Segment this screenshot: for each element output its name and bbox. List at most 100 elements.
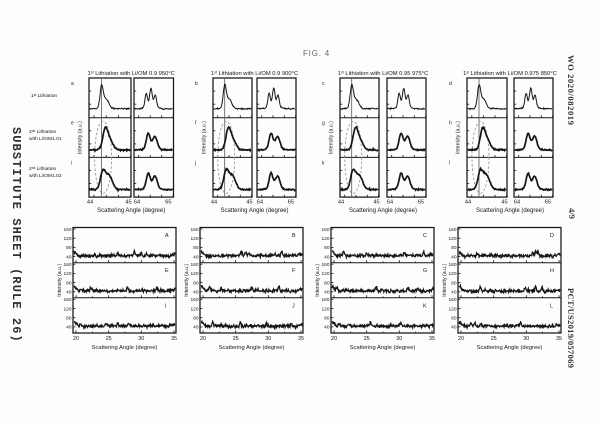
- svg-text:65: 65: [165, 200, 171, 206]
- svg-text:44: 44: [338, 200, 344, 206]
- svg-text:80: 80: [451, 316, 457, 322]
- svg-text:30: 30: [523, 336, 529, 342]
- svg-text:Intensity (a.u.): Intensity (a.u.): [329, 121, 335, 154]
- svg-text:1st Lithiation: 1st Lithiation: [31, 93, 57, 99]
- svg-text:g: g: [322, 121, 325, 127]
- svg-text:Scattering Angle (degree): Scattering Angle (degree): [477, 345, 543, 351]
- svg-text:i: i: [71, 160, 72, 166]
- svg-text:Intensity (a.u.): Intensity (a.u.): [78, 121, 84, 154]
- svg-text:40: 40: [324, 254, 330, 260]
- svg-text:120: 120: [63, 306, 71, 312]
- svg-text:K: K: [423, 303, 427, 309]
- svg-text:Scattering Angle (degree): Scattering Angle (degree): [97, 208, 165, 214]
- svg-text:44: 44: [211, 200, 217, 206]
- svg-text:D: D: [550, 233, 554, 239]
- svg-text:1st Lithiation with Li/OM 0.9: 1st Lithiation with Li/OM 0.9 900°C: [211, 71, 298, 78]
- svg-text:L: L: [550, 303, 553, 309]
- svg-text:35: 35: [556, 336, 562, 342]
- svg-text:44: 44: [465, 200, 471, 206]
- svg-text:120: 120: [448, 306, 456, 312]
- svg-text:20: 20: [458, 336, 464, 342]
- svg-text:80: 80: [324, 280, 330, 286]
- svg-text:Scattering Angle (degree): Scattering Angle (degree): [349, 208, 417, 214]
- svg-text:120: 120: [190, 236, 198, 242]
- svg-text:65: 65: [418, 200, 424, 206]
- svg-text:a: a: [71, 81, 74, 87]
- svg-text:120: 120: [190, 271, 198, 277]
- svg-text:2nd Lithiation: 2nd Lithiation: [29, 129, 56, 135]
- svg-text:1st Lithiation with Li/OM 0.97: 1st Lithiation with Li/OM 0.975 850°C: [463, 71, 557, 78]
- svg-text:80: 80: [324, 316, 330, 322]
- svg-text:64: 64: [387, 200, 393, 206]
- svg-text:45: 45: [501, 200, 507, 206]
- svg-text:80: 80: [66, 316, 72, 322]
- svg-text:Scattering Angle (degree): Scattering Angle (degree): [350, 345, 416, 351]
- svg-text:160: 160: [448, 297, 456, 303]
- svg-text:160: 160: [190, 227, 198, 233]
- svg-text:40: 40: [451, 325, 457, 331]
- svg-text:40: 40: [324, 325, 330, 331]
- svg-text:2nd Lithiation: 2nd Lithiation: [29, 166, 56, 172]
- svg-text:44: 44: [87, 200, 93, 206]
- svg-text:40: 40: [66, 254, 72, 260]
- svg-text:I: I: [165, 303, 167, 309]
- svg-text:160: 160: [448, 262, 456, 268]
- svg-text:E: E: [165, 268, 169, 274]
- svg-text:j: j: [194, 160, 196, 166]
- svg-text:F: F: [292, 268, 296, 274]
- svg-text:160: 160: [321, 297, 329, 303]
- svg-text:120: 120: [190, 306, 198, 312]
- svg-text:35: 35: [298, 336, 304, 342]
- svg-text:120: 120: [63, 271, 71, 277]
- svg-text:80: 80: [66, 245, 72, 251]
- svg-text:80: 80: [451, 245, 457, 251]
- svg-text:with Li/OM1.02: with Li/OM1.02: [29, 173, 62, 179]
- svg-text:45: 45: [246, 200, 252, 206]
- svg-text:40: 40: [324, 290, 330, 296]
- svg-text:40: 40: [193, 290, 199, 296]
- svg-text:20: 20: [200, 336, 206, 342]
- svg-text:f: f: [195, 121, 197, 127]
- svg-text:80: 80: [451, 280, 457, 286]
- svg-text:C: C: [423, 233, 427, 239]
- svg-text:25: 25: [364, 336, 370, 342]
- svg-text:Scattering Angle (degree): Scattering Angle (degree): [220, 208, 288, 214]
- svg-text:45: 45: [125, 200, 131, 206]
- svg-text:1st Lithiation with Li/OM 0.9: 1st Lithiation with Li/OM 0.9 950°C: [88, 71, 175, 78]
- svg-text:e: e: [71, 121, 74, 127]
- svg-text:H: H: [550, 268, 554, 274]
- svg-text:40: 40: [451, 290, 457, 296]
- svg-text:20: 20: [331, 336, 337, 342]
- svg-text:65: 65: [545, 200, 551, 206]
- svg-text:A: A: [165, 233, 169, 239]
- svg-text:Intensity (a.u.): Intensity (a.u.): [184, 264, 190, 297]
- svg-text:160: 160: [321, 262, 329, 268]
- svg-text:b: b: [195, 81, 198, 87]
- svg-text:25: 25: [491, 336, 497, 342]
- svg-text:35: 35: [171, 336, 177, 342]
- svg-text:80: 80: [324, 245, 330, 251]
- svg-text:1st Lithiation with Li/OM 0.95: 1st Lithiation with Li/OM 0.95 975°C: [338, 71, 429, 78]
- svg-text:80: 80: [193, 245, 199, 251]
- svg-text:J: J: [292, 303, 295, 309]
- svg-text:120: 120: [321, 236, 329, 242]
- svg-text:160: 160: [190, 297, 198, 303]
- svg-text:40: 40: [193, 325, 199, 331]
- svg-text:c: c: [322, 81, 325, 87]
- svg-text:Scattering Angle (degree): Scattering Angle (degree): [219, 345, 285, 351]
- svg-text:Intensity (a.u.): Intensity (a.u.): [315, 264, 321, 297]
- svg-text:40: 40: [66, 290, 72, 296]
- svg-text:80: 80: [66, 280, 72, 286]
- svg-text:30: 30: [265, 336, 271, 342]
- svg-text:40: 40: [193, 254, 199, 260]
- svg-text:with Li/OM1.01: with Li/OM1.01: [29, 136, 62, 142]
- svg-text:Intensity (a.u.): Intensity (a.u.): [442, 264, 448, 297]
- svg-text:B: B: [292, 233, 296, 239]
- svg-text:Scattering Angle (degree): Scattering Angle (degree): [92, 345, 158, 351]
- svg-text:80: 80: [193, 280, 199, 286]
- svg-text:160: 160: [321, 227, 329, 233]
- svg-text:30: 30: [138, 336, 144, 342]
- svg-text:25: 25: [106, 336, 112, 342]
- svg-text:40: 40: [451, 254, 457, 260]
- svg-text:64: 64: [257, 200, 263, 206]
